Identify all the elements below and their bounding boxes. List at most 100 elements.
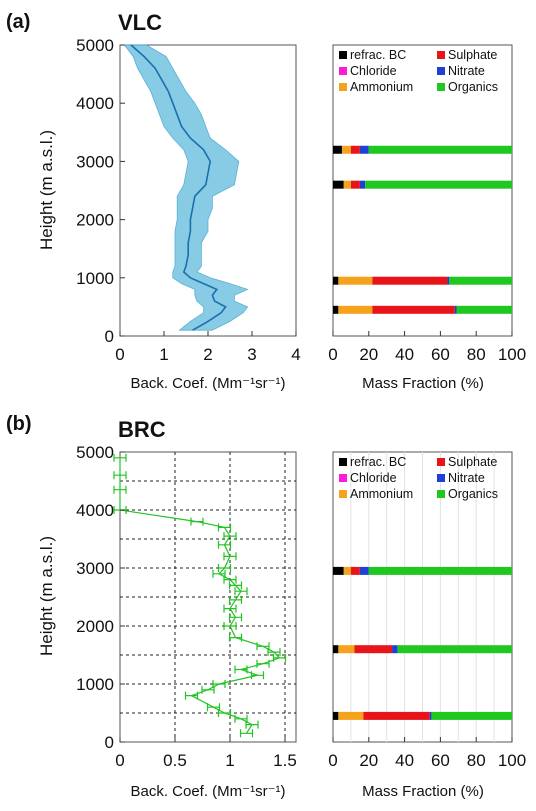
vlc-mass-legend-label-nitrate: Nitrate	[448, 64, 485, 78]
brc-mass-bar-1-ammonium	[338, 645, 355, 654]
vlc-mass-legend-label-organics: Organics	[448, 80, 498, 94]
vlc-mass-bar-0-ammonium	[341, 145, 351, 154]
brc-mass-legend-swatch-nitrate	[437, 474, 445, 482]
vlc-mass-xtick-2: 40	[395, 345, 414, 364]
vlc-mass-bar-2-refrac	[333, 276, 339, 285]
vlc-mass-bar-3-ammonium	[338, 305, 373, 314]
vlc-mass-plot-frame	[332, 44, 513, 337]
brc-mass-legend-swatch-sulphate	[437, 458, 445, 466]
brc-point-1	[245, 720, 259, 729]
brc-mass-legend-swatch-ammonium	[339, 490, 347, 498]
brc-point-24	[223, 552, 237, 561]
brc-mass-xtick-5: 100	[498, 751, 526, 770]
brc-point-3	[217, 709, 232, 717]
vlc-mass-bar-3-refrac	[333, 305, 339, 314]
vlc-ytick-2: 2000	[76, 211, 114, 230]
vlc-mass-bar-1-refrac	[333, 180, 344, 189]
brc-point-17	[223, 604, 237, 613]
vlc-mass-xtick-3: 60	[431, 345, 450, 364]
brc-xtick-0: 0	[115, 751, 124, 770]
panel-title-vlc: VLC	[118, 10, 162, 35]
vlc-mass-legend-swatch-organics	[437, 83, 445, 91]
vlc-mass-bar-0-organics	[368, 145, 512, 154]
vlc-mass-bar-3-sulphate	[372, 305, 455, 314]
brc-mass-legend-label-organics: Organics	[448, 487, 498, 501]
vlc-xtick-2: 2	[203, 345, 212, 364]
vlc-mean-line	[130, 44, 227, 331]
brc-mass-legend-label-chloride: Chloride	[350, 471, 397, 485]
brc-mass-xtick-4: 80	[467, 751, 486, 770]
brc-point-9	[234, 665, 248, 674]
brc-mass-bar-2-nitrate	[429, 711, 432, 720]
brc-point-16	[228, 613, 243, 622]
brc-ytick-4: 4000	[76, 501, 114, 520]
brc-point-21	[223, 575, 237, 584]
brc-mass-xtick-1: 20	[359, 751, 378, 770]
brc-ytick-1: 1000	[76, 675, 114, 694]
brc-point-5	[184, 691, 199, 700]
brc-ytick-2: 2000	[76, 617, 114, 636]
vlc-ytick-3: 3000	[76, 152, 114, 171]
vlc-mass-legend-swatch-nitrate	[437, 67, 445, 75]
brc-point-27	[217, 523, 232, 532]
vlc-mass-xtick-1: 20	[359, 345, 378, 364]
brc-mass-xtick-3: 60	[431, 751, 450, 770]
brc-mass-bar-0-organics	[368, 566, 512, 575]
brc-ytick-5: 5000	[76, 443, 114, 462]
brc-point-0	[239, 729, 254, 738]
brc-point-8	[250, 671, 265, 680]
vlc-mass-legend-label-ammonium: Ammonium	[350, 80, 413, 94]
brc-mass-bar-1-nitrate	[392, 645, 398, 654]
brc-mass-legend-swatch-organics	[437, 490, 445, 498]
brc-mass-legend-label-refrac: refrac. BC	[350, 455, 406, 469]
brc-mass-bar-1-organics	[397, 645, 512, 654]
vlc-mass-legend-swatch-chloride	[339, 67, 347, 75]
vlc-mass-legend-swatch-sulphate	[437, 51, 445, 59]
brc-mass-bar-0-refrac	[333, 566, 344, 575]
brc-point-13	[256, 642, 270, 651]
brc-point-14	[228, 633, 243, 642]
vlc-mass-bar-2-nitrate	[447, 276, 450, 285]
brc-ytick-3: 3000	[76, 559, 114, 578]
brc-mass-legend-swatch-chloride	[339, 474, 347, 482]
vlc-ytick-0: 0	[105, 327, 114, 346]
vlc-mass-legend-swatch-ammonium	[339, 83, 347, 91]
brc-point-23	[217, 564, 232, 572]
brc-xtick-3: 1.5	[273, 751, 297, 770]
brc-mass-bar-2-organics	[431, 711, 512, 720]
brc-point-32	[113, 453, 127, 462]
brc-point-25	[217, 540, 232, 549]
panel-label-b: (b)	[6, 413, 32, 435]
x-axis-label-a-left: Back. Coef. (Mm⁻¹sr⁻¹)	[130, 375, 285, 392]
brc-point-18	[228, 595, 243, 604]
brc-point-31	[113, 471, 127, 480]
brc-point-26	[223, 532, 237, 541]
vlc-mass-bar-0-nitrate	[359, 145, 369, 154]
brc-mass-bar-1-refrac	[333, 645, 339, 654]
brc-point-12	[267, 648, 281, 657]
brc-mass-bar-2-sulphate	[363, 711, 430, 720]
brc-mass-bar-0-ammonium	[343, 566, 351, 575]
vlc-mass-xtick-5: 100	[498, 345, 526, 364]
brc-point-2	[234, 714, 248, 723]
vlc-xtick-4: 4	[291, 345, 300, 364]
brc-mass-legend-label-sulphate: Sulphate	[448, 455, 497, 469]
brc-mass-bar-2-refrac	[333, 711, 339, 720]
vlc-mass-xtick-0: 0	[328, 345, 337, 364]
vlc-mass-bar-1-ammonium	[343, 180, 351, 189]
brc-point-7	[212, 680, 226, 688]
vlc-mass-bar-3-organics	[456, 305, 512, 314]
x-axis-label-a-right: Mass Fraction (%)	[362, 375, 484, 392]
vlc-ytick-1: 1000	[76, 269, 114, 288]
brc-point-30	[113, 485, 127, 494]
vlc-mass-legend-label-sulphate: Sulphate	[448, 48, 497, 62]
brc-point-15	[223, 622, 237, 630]
brc-ytick-0: 0	[105, 733, 114, 752]
brc-mass-bar-0-sulphate	[350, 566, 360, 575]
brc-mass-legend-label-ammonium: Ammonium	[350, 487, 413, 501]
brc-point-20	[228, 581, 243, 590]
vlc-ytick-4: 4000	[76, 94, 114, 113]
brc-point-28	[190, 517, 204, 526]
brc-mass-xtick-0: 0	[328, 751, 337, 770]
vlc-mass-bar-2-ammonium	[338, 276, 373, 285]
